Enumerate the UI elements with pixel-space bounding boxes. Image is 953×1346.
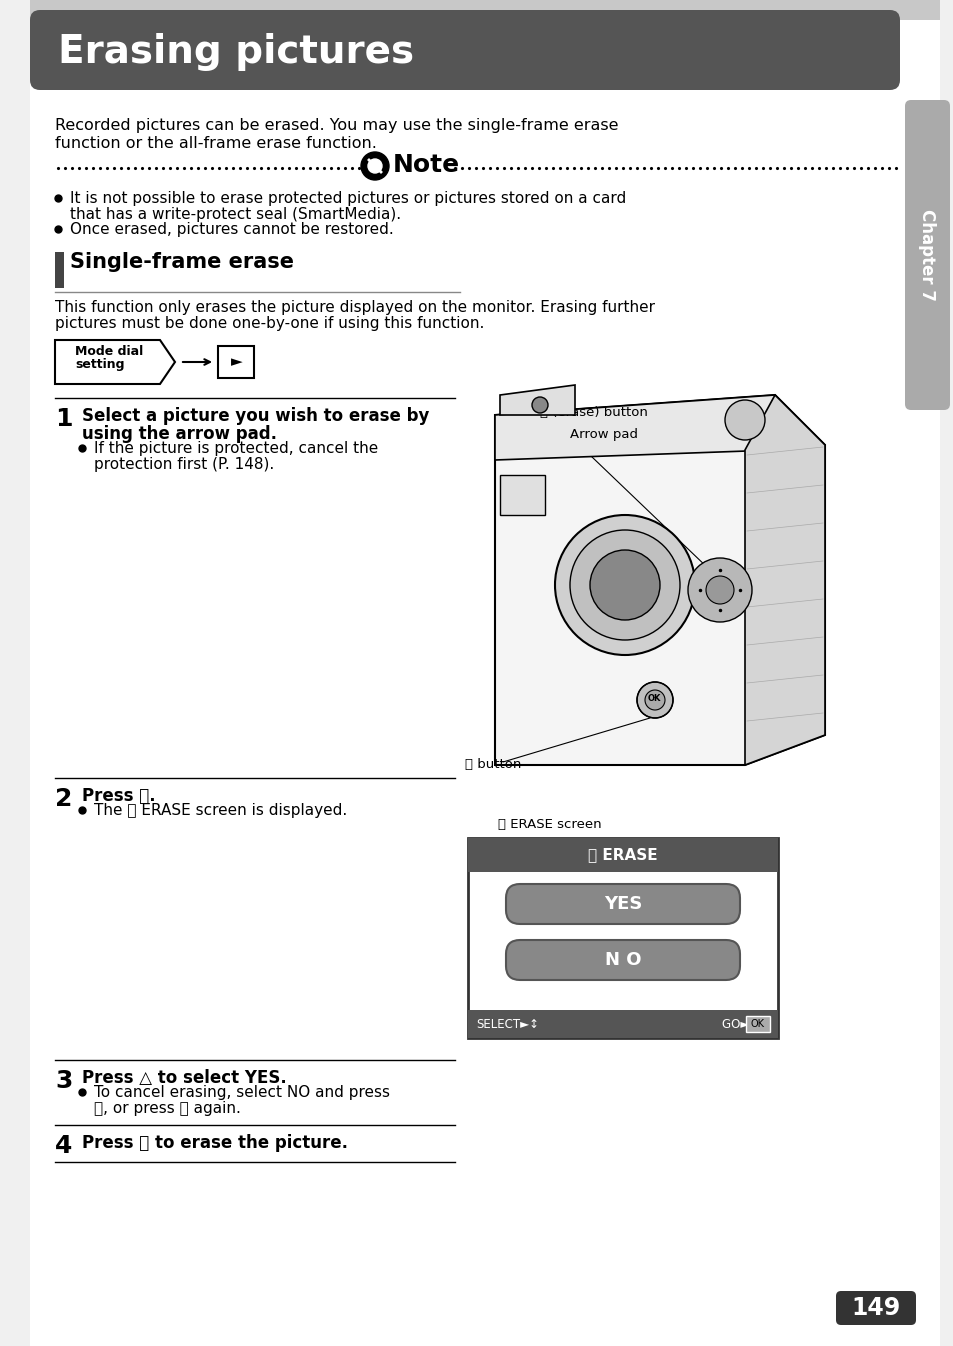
Text: Arrow pad: Arrow pad [569, 428, 638, 441]
Polygon shape [499, 475, 544, 516]
Text: N O: N O [604, 952, 640, 969]
FancyBboxPatch shape [505, 940, 740, 980]
Text: ►: ► [231, 354, 242, 370]
Text: protection first (P. 148).: protection first (P. 148). [94, 458, 274, 472]
Text: GO► OK: GO► OK [721, 1018, 769, 1031]
Text: function or the all-frame erase function.: function or the all-frame erase function… [55, 136, 376, 151]
Text: using the arrow pad.: using the arrow pad. [82, 425, 276, 443]
Text: Ⓞ button: Ⓞ button [464, 758, 521, 771]
Bar [468, 1010, 778, 1038]
Text: Single-frame erase: Single-frame erase [70, 252, 294, 272]
Circle shape [532, 397, 547, 413]
Text: OK: OK [647, 695, 660, 703]
Text: If the picture is protected, cancel the: If the picture is protected, cancel the [94, 441, 377, 456]
Circle shape [724, 400, 764, 440]
Circle shape [360, 152, 389, 180]
Text: Recorded pictures can be erased. You may use the single-frame erase: Recorded pictures can be erased. You may… [55, 118, 618, 133]
Circle shape [637, 682, 672, 717]
Text: Select a picture you wish to erase by: Select a picture you wish to erase by [82, 406, 429, 425]
Circle shape [687, 559, 751, 622]
Text: OK: OK [750, 1019, 764, 1028]
Bar [30, 0, 939, 20]
Text: 4: 4 [55, 1133, 72, 1158]
Circle shape [569, 530, 679, 639]
Text: Press ⒯.: Press ⒯. [82, 787, 155, 805]
Bar [55, 252, 64, 288]
Text: 149: 149 [850, 1296, 900, 1320]
Text: Once erased, pictures cannot be restored.: Once erased, pictures cannot be restored… [70, 222, 394, 237]
Text: ⒯ ERASE screen: ⒯ ERASE screen [497, 818, 601, 830]
Text: pictures must be done one-by-one if using this function.: pictures must be done one-by-one if usin… [55, 316, 484, 331]
Circle shape [368, 159, 381, 174]
FancyBboxPatch shape [30, 9, 899, 90]
Text: It is not possible to erase protected pictures or pictures stored on a card: It is not possible to erase protected pi… [70, 191, 625, 206]
Text: 3: 3 [55, 1069, 72, 1093]
Text: Chapter 7: Chapter 7 [917, 209, 935, 302]
Text: Mode dial: Mode dial [75, 345, 143, 358]
FancyBboxPatch shape [505, 884, 740, 923]
Polygon shape [499, 385, 575, 415]
Text: To cancel erasing, select NO and press: To cancel erasing, select NO and press [94, 1085, 390, 1100]
Text: 2: 2 [55, 787, 72, 812]
FancyBboxPatch shape [835, 1291, 915, 1324]
Text: The ⒯ ERASE screen is displayed.: The ⒯ ERASE screen is displayed. [94, 804, 347, 818]
Circle shape [644, 690, 664, 709]
Text: YES: YES [603, 895, 641, 913]
Circle shape [589, 551, 659, 621]
Text: ⒯ ERASE: ⒯ ERASE [588, 848, 658, 863]
Text: Press △ to select YES.: Press △ to select YES. [82, 1069, 287, 1088]
Circle shape [705, 576, 733, 604]
Text: Ⓞ, or press ⒯ again.: Ⓞ, or press ⒯ again. [94, 1101, 240, 1116]
Text: This function only erases the picture displayed on the monitor. Erasing further: This function only erases the picture di… [55, 300, 655, 315]
Bar [468, 839, 778, 1038]
Text: Press Ⓞ to erase the picture.: Press Ⓞ to erase the picture. [82, 1133, 348, 1152]
Text: that has a write-protect seal (SmartMedia).: that has a write-protect seal (SmartMedi… [70, 207, 400, 222]
Polygon shape [55, 341, 174, 384]
Text: ⒯ (erase) button: ⒯ (erase) button [539, 406, 647, 419]
Bar [745, 1016, 769, 1032]
Text: Erasing pictures: Erasing pictures [58, 34, 414, 71]
Polygon shape [495, 394, 824, 460]
Circle shape [555, 516, 695, 656]
Bar [218, 346, 253, 378]
Text: Note: Note [393, 153, 459, 178]
Polygon shape [744, 394, 824, 765]
Text: setting: setting [75, 358, 125, 371]
Text: 1: 1 [55, 406, 72, 431]
Bar [468, 839, 778, 872]
Polygon shape [495, 394, 824, 765]
Text: SELECT►↕: SELECT►↕ [476, 1018, 538, 1031]
FancyBboxPatch shape [904, 100, 949, 411]
